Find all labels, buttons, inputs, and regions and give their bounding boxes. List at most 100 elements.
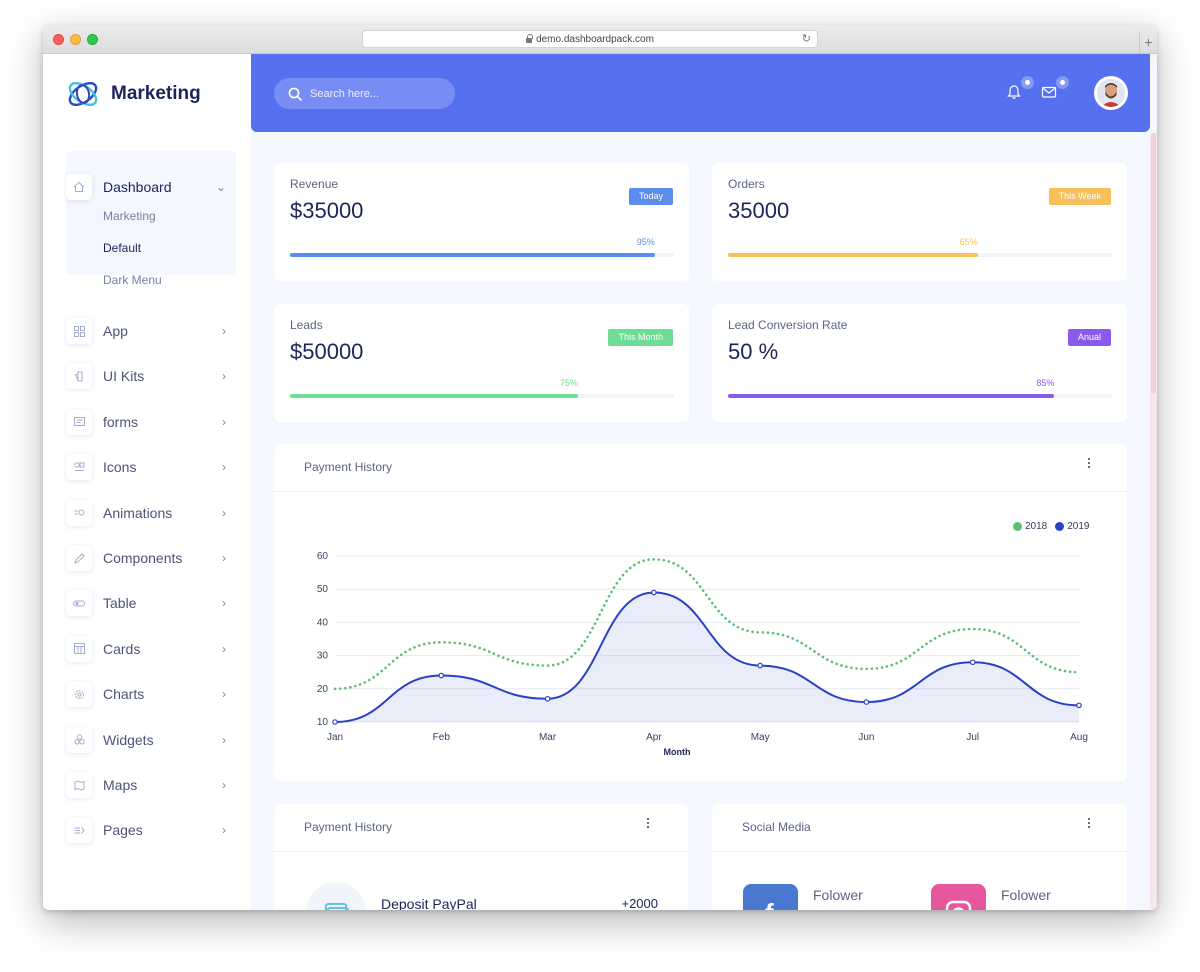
sidebar-item-label: App — [103, 323, 128, 339]
series-2019-point[interactable] — [863, 699, 870, 705]
sidebar-item-table[interactable]: Table › — [66, 588, 226, 618]
reload-icon[interactable]: ↻ — [801, 33, 811, 45]
grid-icon — [66, 318, 92, 344]
scrollbar-thumb[interactable] — [1151, 133, 1156, 393]
x-tick-label: Jul — [966, 732, 979, 743]
series-2019-point[interactable] — [332, 719, 338, 725]
sidebar-item-cards[interactable]: Cards › — [66, 634, 226, 664]
series-2019-point[interactable] — [544, 695, 551, 702]
legend-item-2018[interactable]: 2018 — [1013, 521, 1047, 532]
chevron-right-icon: › — [222, 414, 226, 429]
sidebar-item-ui-kits[interactable]: UI Kits › — [66, 361, 226, 391]
payment-history-chart-card: Payment History 2018 2019 10 20 30 40 50 60 Ja… — [274, 444, 1127, 781]
notifications-button[interactable] — [1006, 76, 1034, 102]
payment-item-amount: +2000 — [621, 896, 658, 910]
y-tick-label: 50 — [317, 584, 329, 595]
more-vertical-icon[interactable] — [1087, 818, 1091, 830]
user-avatar[interactable] — [1094, 76, 1128, 110]
facebook-icon[interactable]: f — [743, 884, 798, 910]
sidebar-item-label: Table — [103, 595, 137, 612]
x-tick-label: Jun — [858, 732, 874, 743]
mail-icon — [1041, 86, 1057, 98]
period-badge[interactable]: This Month — [608, 329, 673, 346]
progress-fill — [290, 253, 655, 257]
x-tick-label: Aug — [1070, 732, 1088, 743]
new-tab-button[interactable]: + — [1139, 33, 1157, 54]
stat-card-orders: Orders 35000 This Week 65% — [712, 163, 1127, 281]
period-badge[interactable]: This Week — [1048, 188, 1111, 205]
sidebar-item-icons[interactable]: Icons › — [66, 452, 226, 482]
submenu-item-dark-menu[interactable]: Dark Menu — [103, 273, 162, 287]
chevron-right-icon: › — [222, 687, 226, 702]
submenu-item-default[interactable]: Default — [103, 241, 142, 255]
series-2019-line — [334, 591, 1080, 723]
address-bar[interactable]: demo.dashboardpack.com ↻ — [362, 30, 818, 48]
sidebar-item-charts[interactable]: Charts › — [66, 679, 226, 709]
legend-item-2019[interactable]: 2019 — [1055, 521, 1090, 532]
series-2019-point[interactable] — [651, 589, 657, 596]
payment-item-label: Deposit PayPal — [381, 896, 477, 910]
legend-swatch — [1013, 522, 1022, 531]
stat-title: Revenue — [290, 177, 339, 191]
period-badge[interactable]: Today — [628, 188, 673, 205]
y-tick-label: 60 — [317, 551, 329, 562]
progress-percent: 75% — [559, 378, 578, 388]
toggle-icon — [66, 590, 92, 617]
brand-logo-icon — [68, 81, 98, 107]
period-badge[interactable]: Anual — [1067, 329, 1111, 346]
instagram-follower-label: Folower — [1001, 887, 1051, 903]
series-2019-point[interactable] — [438, 672, 445, 679]
series-2019-point[interactable] — [757, 662, 763, 669]
wallet-icon — [306, 882, 366, 910]
x-tick-label: May — [751, 732, 770, 743]
notification-badge — [1021, 76, 1034, 89]
x-axis-label: Month — [664, 747, 691, 757]
messages-button[interactable] — [1041, 76, 1069, 102]
sidebar-item-forms[interactable]: forms › — [66, 407, 226, 437]
sidebar-item-label: Dashboard — [103, 179, 172, 195]
x-tick-label: Mar — [539, 732, 557, 743]
close-window-button[interactable] — [53, 34, 64, 45]
calendar-icon — [66, 635, 92, 662]
more-vertical-icon[interactable] — [646, 818, 650, 830]
search-input[interactable] — [310, 87, 440, 100]
stat-value: 35000 — [728, 198, 790, 223]
chevron-right-icon: › — [222, 823, 226, 838]
progress-percent: 85% — [1036, 378, 1055, 388]
sidebar-item-dashboard[interactable]: Dashboard ⌄ — [66, 172, 226, 202]
instagram-icon[interactable] — [931, 884, 986, 910]
scrollbar-track[interactable] — [1150, 133, 1157, 910]
dashboard-menu-group — [66, 151, 236, 275]
more-vertical-icon[interactable] — [1087, 458, 1091, 470]
minimize-window-button[interactable] — [70, 34, 81, 45]
sidebar-item-pages[interactable]: Pages › — [66, 815, 226, 845]
series-2019-point[interactable] — [969, 659, 976, 666]
maximize-window-button[interactable] — [87, 34, 98, 45]
social-media-card: Social Media f Folower Folower — [712, 804, 1127, 910]
sidebar-item-components[interactable]: Components › — [66, 543, 226, 573]
gear-icon — [66, 681, 92, 708]
sidebar-item-maps[interactable]: Maps › — [66, 770, 226, 800]
chevron-right-icon: › — [222, 778, 226, 792]
search-box[interactable] — [274, 78, 455, 109]
sidebar-item-label: Widgets — [103, 731, 154, 748]
stat-card-revenue: Revenue $35000 Today 95% — [274, 163, 689, 281]
sidebar-item-widgets[interactable]: Widgets › — [66, 725, 226, 755]
series-2019-point[interactable] — [1076, 702, 1082, 709]
legend-swatch — [1055, 522, 1065, 531]
user-photo — [1097, 79, 1125, 107]
sidebar-item-label: Icons — [103, 459, 137, 476]
stat-value: $50000 — [290, 339, 364, 364]
sidebar-item-app[interactable]: App › — [66, 316, 226, 346]
chevron-right-icon: › — [222, 732, 226, 747]
brand[interactable]: Marketing — [65, 76, 201, 112]
sidebar-item-animations[interactable]: Animations › — [66, 498, 226, 528]
progress-percent: 65% — [959, 237, 978, 247]
chart-legend: 2018 2019 — [1013, 521, 1098, 532]
chevron-right-icon: › — [222, 460, 226, 475]
x-tick-label: Feb — [433, 732, 451, 743]
submenu-item-marketing[interactable]: Marketing — [103, 209, 156, 223]
sidebar-item-label: Components — [103, 550, 183, 566]
card-divider — [712, 851, 1127, 852]
chevron-right-icon: › — [222, 596, 226, 611]
